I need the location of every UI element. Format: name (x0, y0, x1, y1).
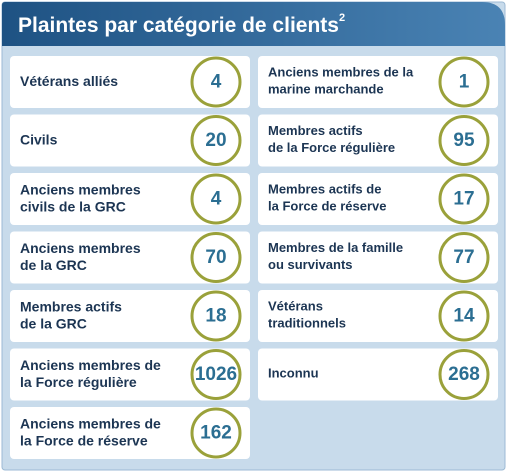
value-circle (438, 56, 490, 108)
item-label: Civils (20, 131, 58, 147)
item-label: Anciens membres de la marine marchande (268, 65, 414, 97)
label-line: Anciens membres (20, 181, 141, 197)
item-box (10, 407, 250, 459)
item-box (10, 56, 250, 108)
label-line: traditionnels (268, 316, 346, 331)
value-circle (190, 349, 242, 400)
item-value: 95 (453, 130, 475, 151)
item-value: 14 (453, 306, 475, 327)
label-line: Membres de la famille (268, 240, 403, 255)
item-box (10, 348, 250, 401)
item-value: 268 (448, 364, 480, 385)
label-line: Anciens membres de la (268, 65, 414, 80)
value-circle (190, 232, 242, 283)
item-value: 1026 (195, 364, 237, 385)
value-circle (438, 290, 490, 342)
item-value: 4 (211, 189, 222, 210)
item-box (258, 173, 498, 225)
item-value: 162 (200, 423, 232, 444)
label-line: la Force régulière (20, 374, 137, 390)
label-line: civils de la GRC (20, 198, 126, 214)
label-line: Anciens membres de (20, 415, 161, 431)
item-label: Membres de la famille ou survivants (268, 240, 403, 272)
item-value: 77 (453, 247, 474, 268)
label-line: Inconnu (268, 366, 319, 381)
item-box (10, 231, 250, 284)
label-line: Anciens membres (20, 240, 141, 256)
value-circle (438, 349, 490, 400)
label-line: Civils (20, 131, 58, 147)
value-circle (190, 290, 242, 342)
item-label: Membres actifs de la GRC (20, 298, 122, 331)
label-line: Vétérans (268, 299, 323, 314)
item-label: Vétérans traditionnels (268, 299, 346, 331)
item-box (258, 290, 498, 342)
item-label: Membres actifs de la Force de réserve (268, 182, 387, 214)
item-value: 4 (211, 72, 222, 93)
item-label: Anciens membres civils de la GRC (20, 181, 141, 214)
item-value: 17 (453, 189, 474, 210)
header-bar (2, 2, 505, 46)
item-value: 70 (205, 247, 226, 268)
label-line: la Force de réserve (268, 199, 387, 214)
header-title: Plaintes par catégorie de clients2 (18, 12, 345, 37)
value-circle (190, 115, 242, 166)
item-box (258, 114, 498, 167)
value-circle (438, 115, 490, 166)
value-circle (438, 173, 490, 225)
item-box (10, 114, 250, 167)
item-label: Anciens membres de la GRC (20, 240, 141, 273)
value-circle (190, 56, 242, 108)
label-line: Membres actifs (20, 298, 122, 314)
value-circle (438, 232, 490, 283)
label-line: la Force de réserve (20, 432, 148, 448)
item-label: Membres actifs de la Force régulière (268, 123, 395, 155)
label-line: Membres actifs de (268, 182, 381, 197)
item-label: Anciens membres de la Force de réserve (20, 415, 161, 448)
item-label: Anciens membres de la Force régulière (20, 357, 161, 390)
item-label: Inconnu (268, 366, 319, 381)
item-value: 20 (205, 130, 226, 151)
item-box (10, 173, 250, 225)
label-line: de la GRC (20, 257, 87, 273)
item-box (258, 348, 498, 401)
value-circle (190, 407, 242, 459)
item-value: 18 (205, 306, 226, 327)
label-line: marine marchande (268, 82, 384, 97)
label-line: ou survivants (268, 257, 353, 272)
value-circle (190, 173, 242, 225)
label-line: Anciens membres de (20, 357, 161, 373)
title-text: Plaintes par catégorie de clients (18, 14, 339, 37)
item-box (258, 231, 498, 284)
label-line: Membres actifs (268, 123, 363, 138)
label-line: Vétérans alliés (20, 73, 118, 89)
label-line: de la Force régulière (268, 140, 395, 155)
item-label: Vétérans alliés (20, 73, 118, 89)
item-box (258, 56, 498, 108)
item-box (10, 290, 250, 342)
footnote-mark: 2 (339, 12, 345, 24)
label-line: de la GRC (20, 315, 87, 331)
item-value: 1 (459, 72, 470, 93)
